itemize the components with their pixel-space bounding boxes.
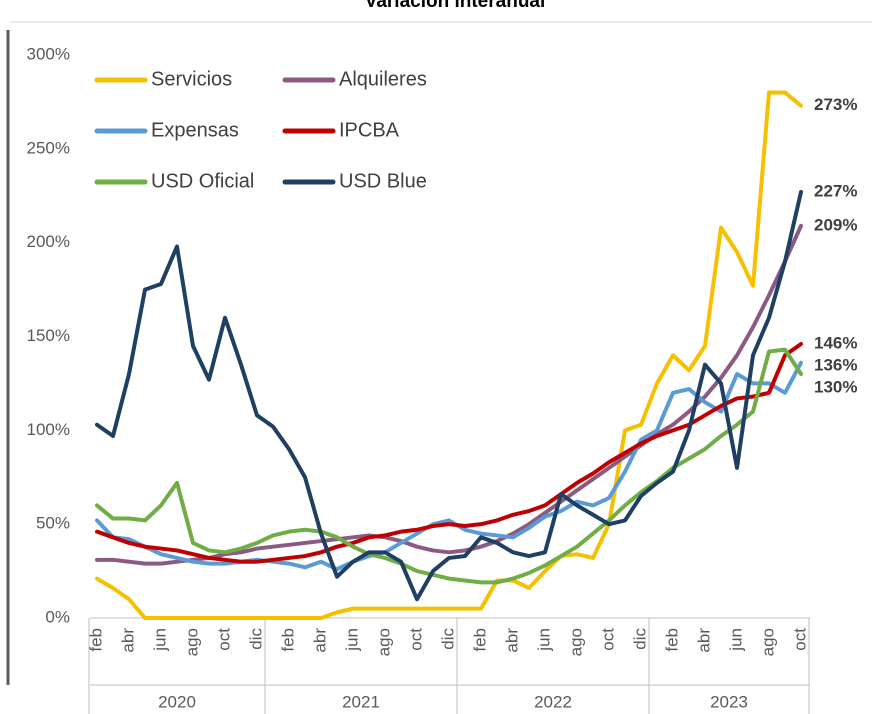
x-tick-label: feb <box>86 628 105 652</box>
x-tick-label: abr <box>694 628 713 653</box>
x-group-label: 2022 <box>534 692 572 711</box>
chart-title: Variación interanual <box>365 0 546 12</box>
x-tick-label: feb <box>470 628 489 652</box>
legend-label: Expensas <box>151 119 239 141</box>
value-label: 209% <box>814 215 857 234</box>
series-line <box>95 347 803 585</box>
x-tick-label: ago <box>758 628 777 656</box>
y-tick-label: 150% <box>27 326 70 345</box>
x-tick-label: abr <box>502 628 521 653</box>
value-label: 273% <box>814 95 857 114</box>
x-tick-label: abr <box>118 628 137 653</box>
x-tick-label: feb <box>278 628 297 652</box>
value-label: 130% <box>814 377 857 396</box>
x-tick-label: oct <box>790 628 809 651</box>
y-tick-label: 250% <box>27 138 70 157</box>
series-line <box>95 90 803 620</box>
x-group-label: 2020 <box>158 692 196 711</box>
legend-label: IPCBA <box>339 119 400 141</box>
y-tick-label: 300% <box>27 44 70 63</box>
x-tick-label: dic <box>630 628 649 650</box>
legend-label: USD Blue <box>339 170 427 192</box>
y-tick-label: 0% <box>45 607 70 626</box>
series-line <box>95 360 803 572</box>
y-tick-label: 100% <box>27 420 70 439</box>
legend-label: Alquileres <box>339 68 427 90</box>
x-tick-label: dic <box>438 628 457 650</box>
y-tick-label: 50% <box>36 514 70 533</box>
x-tick-label: ago <box>566 628 585 656</box>
x-tick-label: jun <box>534 628 553 652</box>
value-label: 227% <box>814 181 857 200</box>
x-tick-label: abr <box>310 628 329 653</box>
y-tick-label: 200% <box>27 232 70 251</box>
legend-label: USD Oficial <box>151 170 254 192</box>
x-tick-label: oct <box>598 628 617 651</box>
x-tick-label: oct <box>214 628 233 651</box>
value-label: 136% <box>814 355 857 374</box>
x-tick-label: oct <box>406 628 425 651</box>
x-tick-label: feb <box>662 628 681 652</box>
x-tick-label: jun <box>342 628 361 652</box>
x-tick-label: jun <box>150 628 169 652</box>
series-line <box>95 189 803 602</box>
value-label: 146% <box>814 333 857 352</box>
x-tick-label: jun <box>726 628 745 652</box>
x-group-label: 2021 <box>342 692 380 711</box>
x-tick-label: ago <box>182 628 201 656</box>
legend-label: Servicios <box>151 68 232 90</box>
x-tick-label: dic <box>246 628 265 650</box>
x-tick-label: ago <box>374 628 393 656</box>
x-group-label: 2023 <box>710 692 748 711</box>
series-line <box>95 342 803 564</box>
